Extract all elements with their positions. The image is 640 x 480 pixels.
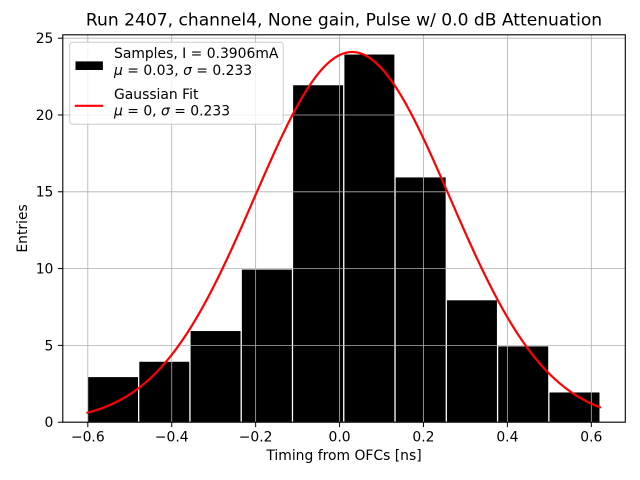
y-tick-label: 0 — [45, 415, 54, 431]
histogram-bar — [446, 300, 497, 423]
y-tick-label: 10 — [36, 261, 54, 277]
x-tick-label: −0.6 — [71, 429, 105, 445]
gaussian-fit-curve — [86, 50, 602, 414]
y-tick-labels: 0 5 10 15 20 25 — [36, 31, 54, 431]
x-tick-label: 0.0 — [329, 429, 351, 445]
x-tick-label: −0.4 — [155, 429, 189, 445]
histogram-bar — [88, 377, 139, 423]
histogram-bar — [139, 361, 190, 423]
histogram-bar — [498, 346, 549, 423]
x-tick-label: 0.6 — [580, 429, 602, 445]
legend-fit-stats: μ = 0, σ = 0.233 — [113, 104, 230, 120]
y-tick-label: 20 — [36, 108, 54, 124]
axes-spines — [62, 34, 626, 423]
histogram-bar — [344, 54, 395, 423]
legend-samples-swatch — [75, 61, 103, 70]
histogram-bar — [293, 85, 344, 423]
y-tick-label: 5 — [45, 338, 54, 354]
legend-box: Samples, I = 0.3906mA μ = 0.03, σ = 0.23… — [69, 41, 284, 125]
histogram-bar — [190, 331, 241, 423]
x-tick-labels: −0.6 −0.4 −0.2 0.0 0.2 0.4 0.6 — [71, 429, 602, 445]
x-axis-label: Timing from OFCs [ns] — [265, 448, 421, 464]
fit-curve-line — [86, 50, 602, 414]
legend-frame — [69, 41, 284, 125]
x-tick-label: 0.2 — [412, 429, 434, 445]
legend-samples-stats: μ = 0.03, σ = 0.233 — [113, 63, 252, 79]
x-tick-label: 0.4 — [496, 429, 518, 445]
histogram-bar — [241, 269, 292, 423]
y-tick-label: 25 — [36, 31, 54, 47]
legend-samples-label: Samples, I = 0.3906mA — [114, 46, 279, 62]
tick-marks — [57, 37, 592, 428]
chart-title: Run 2407, channel4, None gain, Pulse w/ … — [86, 10, 602, 30]
y-axis-label: Entries — [15, 204, 31, 252]
y-tick-label: 15 — [36, 185, 54, 201]
x-tick-label: −0.2 — [239, 429, 273, 445]
histogram-bar — [549, 392, 600, 423]
histogram-bar — [395, 177, 446, 423]
legend-fit-label: Gaussian Fit — [114, 87, 199, 103]
histogram-bars — [88, 54, 600, 423]
